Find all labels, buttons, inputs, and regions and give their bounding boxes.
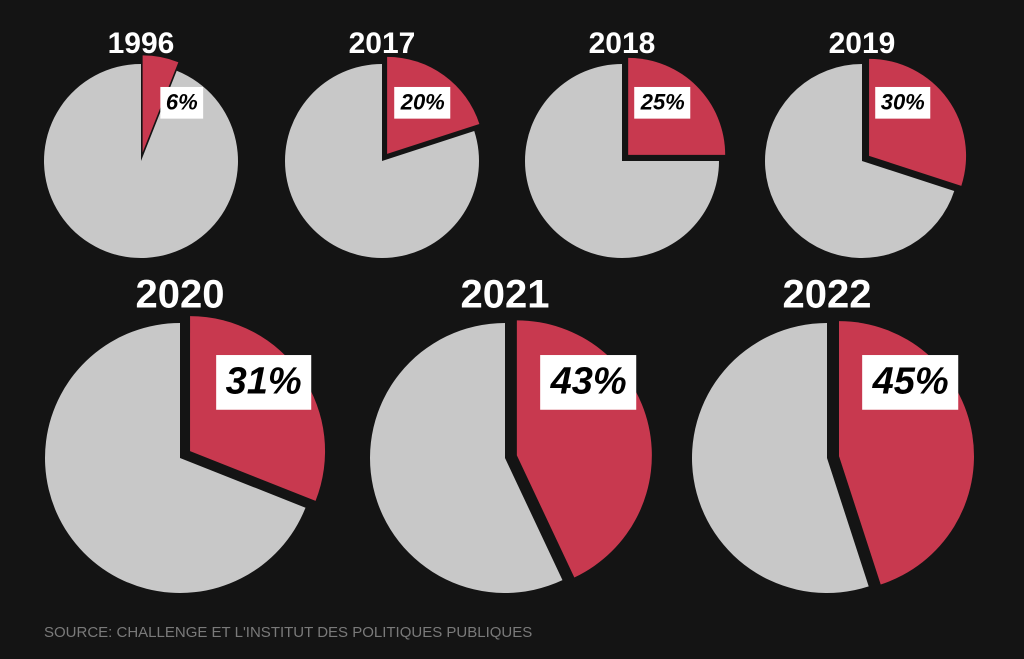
- pie-slice: [44, 323, 306, 594]
- value-label: 30%: [881, 90, 925, 115]
- pie-title: 2022: [783, 273, 872, 317]
- label-box: [540, 355, 637, 410]
- pie-slice: [525, 64, 719, 258]
- pie-title: 2018: [589, 27, 656, 60]
- label-box: [862, 355, 959, 410]
- pie-title: 2020: [136, 273, 225, 317]
- value-label: 20%: [400, 90, 445, 115]
- value-label: 45%: [872, 360, 949, 402]
- label-box: [160, 86, 204, 119]
- value-label: 31%: [226, 360, 302, 402]
- pie-slice: [869, 58, 967, 186]
- pie-title: 2021: [461, 273, 550, 317]
- source: SOURCE: CHALLENGE ET L'INSTITUT DES POLI…: [44, 624, 532, 641]
- pie-slice: [285, 64, 479, 258]
- value-label: 6%: [166, 90, 198, 115]
- pie-title: 2019: [829, 27, 896, 60]
- pie-slice: [764, 64, 955, 258]
- label-box: [875, 86, 931, 119]
- pie-slice: [369, 323, 563, 594]
- pie-slice: [43, 64, 238, 258]
- value-label: 25%: [640, 90, 685, 115]
- value-label: 43%: [550, 360, 627, 402]
- pie-title: 2017: [349, 27, 416, 60]
- pie-title: 1996: [108, 27, 175, 60]
- label-box: [634, 86, 691, 119]
- label-box: [216, 355, 312, 410]
- pie-slice: [691, 323, 869, 594]
- label-box: [394, 86, 451, 119]
